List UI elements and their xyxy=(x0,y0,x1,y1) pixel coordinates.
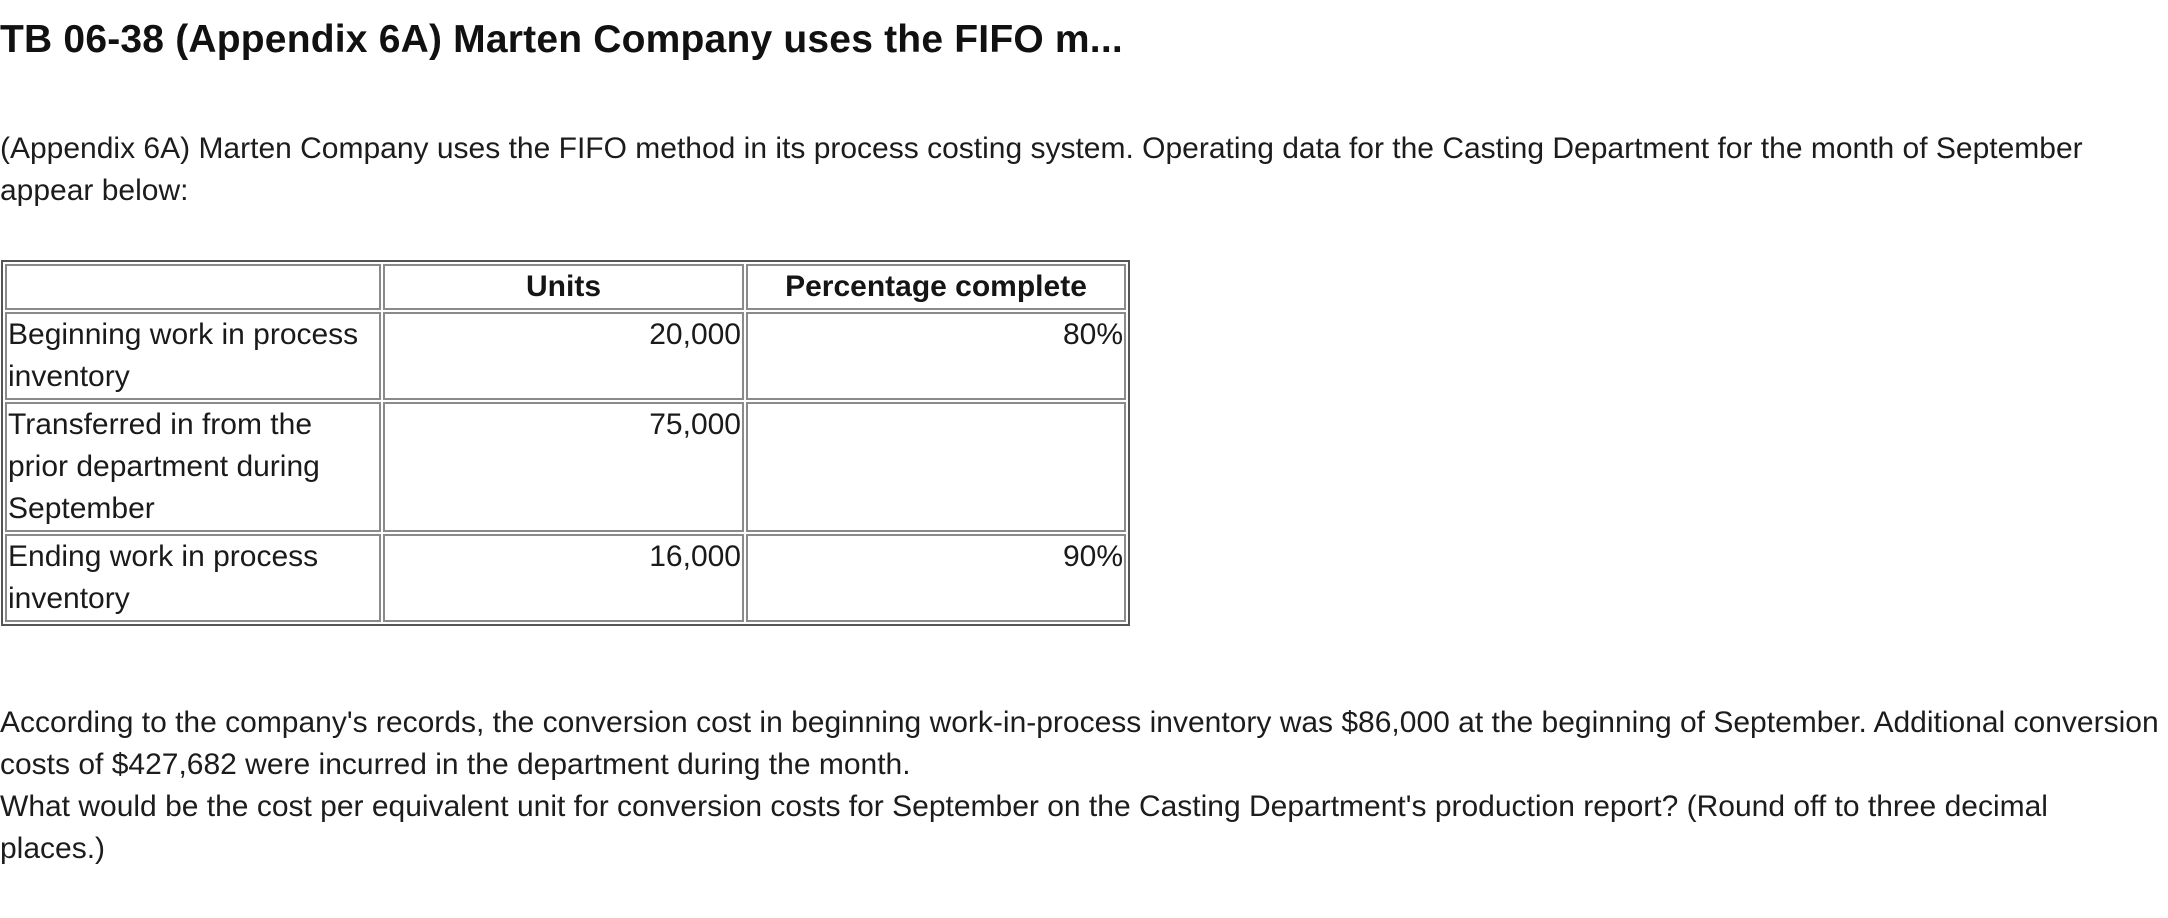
conversion-cost-text: According to the company's records, the … xyxy=(0,706,2159,781)
row-units: 75,000 xyxy=(383,402,744,532)
row-percent: 80% xyxy=(746,312,1126,400)
header-blank xyxy=(5,264,381,310)
operating-data-table: Units Percentage complete Beginning work… xyxy=(1,260,1130,626)
row-label: Ending work in process inventory xyxy=(5,534,381,622)
row-percent: 90% xyxy=(746,534,1126,622)
row-label: Transferred in from the prior department… xyxy=(5,402,381,532)
table-row: Ending work in process inventory 16,000 … xyxy=(5,534,1126,622)
closing-paragraph: According to the company's records, the … xyxy=(0,702,2160,870)
row-units: 16,000 xyxy=(383,534,744,622)
header-units: Units xyxy=(383,264,744,310)
row-percent xyxy=(746,402,1126,532)
header-percentage-complete: Percentage complete xyxy=(746,264,1126,310)
row-units: 20,000 xyxy=(383,312,744,400)
question-title: TB 06-38 (Appendix 6A) Marten Company us… xyxy=(0,18,1123,61)
table-row: Beginning work in process inventory 20,0… xyxy=(5,312,1126,400)
row-label: Beginning work in process inventory xyxy=(5,312,381,400)
table-header-row: Units Percentage complete xyxy=(5,264,1126,310)
question-text: What would be the cost per equivalent un… xyxy=(0,790,2048,865)
intro-paragraph: (Appendix 6A) Marten Company uses the FI… xyxy=(0,132,2083,207)
table-row: Transferred in from the prior department… xyxy=(5,402,1126,532)
